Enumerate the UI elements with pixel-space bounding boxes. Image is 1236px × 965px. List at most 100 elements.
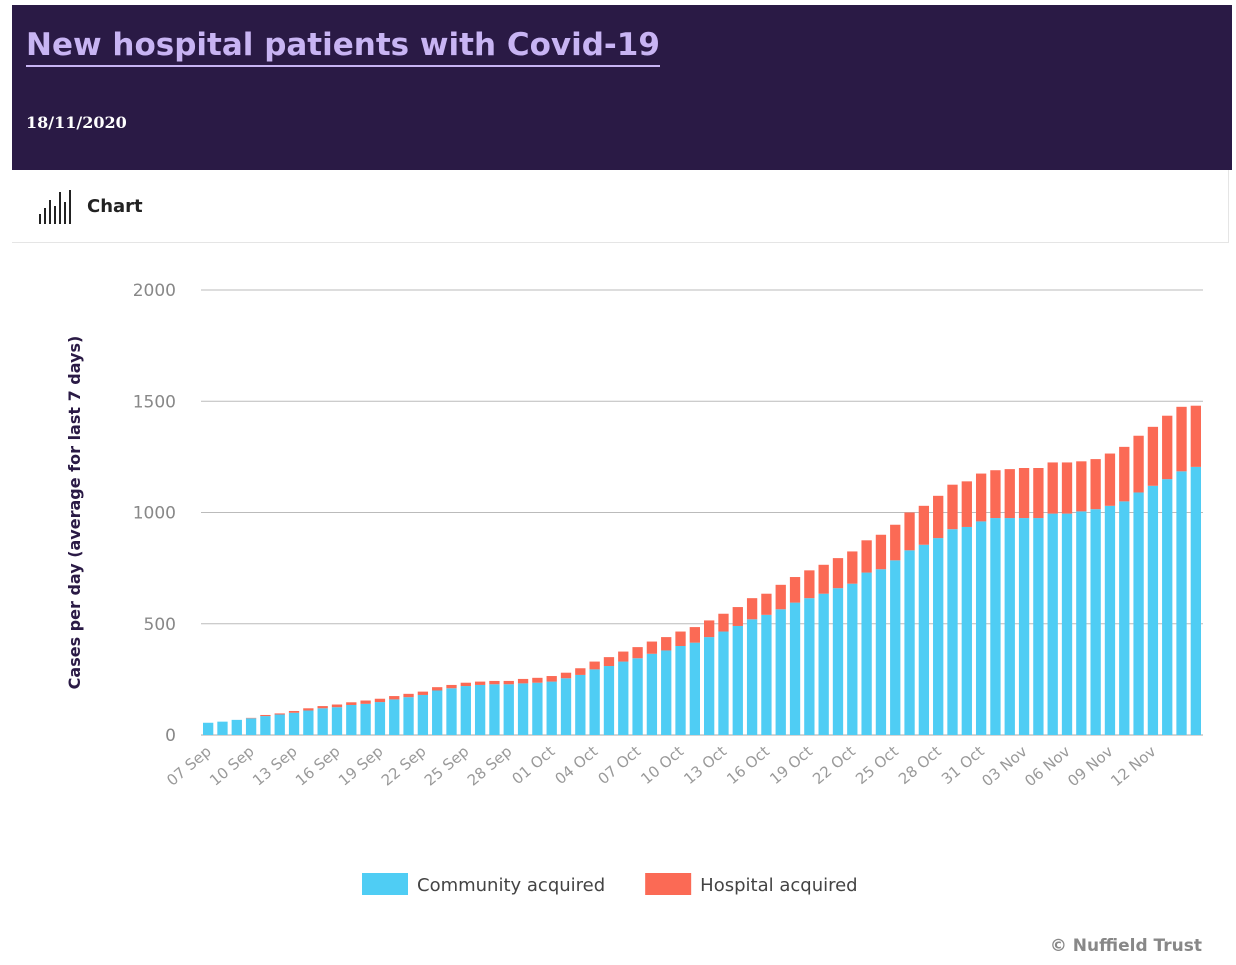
bar-segment (1133, 492, 1144, 735)
bar-segment (446, 688, 457, 735)
bar-segment (832, 558, 844, 589)
bar-segment (1090, 459, 1101, 510)
bar-segment (847, 583, 858, 735)
bar-segment (603, 657, 615, 667)
page-title[interactable]: New hospital patients with Covid-19 (26, 27, 660, 67)
bar-segment (1076, 461, 1087, 512)
x-tick-label: 16 Oct (723, 742, 773, 788)
bar-segment (346, 702, 357, 705)
bar-segment (718, 613, 729, 632)
bar-segment (689, 627, 700, 643)
bar-segment (832, 588, 844, 735)
x-tick-label: 31 Oct (938, 742, 988, 788)
bar-segment (1119, 446, 1130, 502)
bar-segment (560, 678, 572, 735)
bar-segment (460, 682, 471, 687)
bar-segment (789, 602, 801, 735)
bar-segment (503, 684, 514, 735)
bar-segment (546, 676, 557, 682)
bar-segment (603, 666, 615, 735)
bar-segment (575, 668, 586, 675)
bar-segment (1076, 511, 1087, 735)
x-tick-label: 19 Sep (335, 742, 387, 789)
x-tick-label: 22 Sep (378, 742, 430, 789)
bar-segment (317, 708, 328, 735)
bar-segment (990, 518, 1001, 735)
bar-segment (474, 681, 486, 685)
bar-segment (331, 704, 343, 708)
bar-segment (1018, 468, 1030, 519)
bar-segment (789, 577, 801, 603)
bar-segment (618, 651, 629, 662)
legend-swatch (645, 873, 692, 895)
bar-segment (661, 650, 672, 735)
x-tick-label: 10 Sep (206, 742, 258, 789)
bar-segment (489, 680, 500, 685)
bar-segment (260, 716, 271, 735)
bar-segment (890, 524, 901, 561)
bar-segment (632, 658, 643, 735)
bar-segment (446, 684, 457, 689)
bar-segment (1176, 471, 1187, 735)
tab-label[interactable]: Chart (87, 196, 143, 217)
bar-segment (718, 631, 729, 735)
x-tick-label: 28 Sep (464, 742, 516, 789)
bar-segment (389, 696, 400, 700)
credit: © Nuffield Trust (1050, 936, 1202, 956)
x-tick-label: 06 Nov (1021, 742, 1073, 790)
bar-segment (875, 534, 887, 570)
bar-segment (1047, 462, 1058, 514)
bar-segment (933, 538, 944, 735)
bar-segment (1104, 505, 1116, 735)
bar-segment (689, 642, 700, 735)
x-tick-label: 03 Nov (978, 742, 1030, 790)
bar-segment (1133, 435, 1144, 493)
bar-segment (775, 584, 786, 610)
x-tick-label: 22 Oct (809, 742, 859, 788)
bar-segment (704, 620, 715, 638)
bar-segment (303, 708, 314, 711)
y-tick-label: 2000 (133, 281, 176, 301)
bar-segment (975, 521, 987, 735)
bar-segment (589, 661, 600, 670)
x-tick-label: 07 Oct (594, 742, 644, 788)
x-tick-label: 25 Sep (421, 742, 473, 789)
header: New hospital patients with Covid-19 18/1… (12, 5, 1232, 170)
bar-segment (374, 698, 386, 703)
legend-swatch (362, 873, 408, 895)
y-axis-label: Cases per day (average for last 7 days) (65, 336, 84, 690)
tab-bar: Chart (12, 170, 1229, 243)
bar-segment (675, 646, 686, 735)
x-tick-label: 25 Oct (852, 742, 902, 788)
bar-segment (1190, 405, 1201, 467)
x-tick-label: 13 Oct (680, 742, 730, 788)
bar-segment (1033, 468, 1044, 519)
x-tick-label: 28 Oct (895, 742, 945, 788)
bar-segment (203, 722, 214, 735)
bar-segment (618, 661, 629, 735)
bar-segment (1047, 513, 1058, 735)
bar-segment (904, 550, 915, 735)
bar-segment (575, 674, 586, 735)
bar-segment (632, 647, 643, 659)
bar-segment (288, 710, 300, 713)
bar-segment (1190, 466, 1201, 735)
bar-segment (646, 641, 658, 654)
bar-segment (675, 631, 686, 646)
bar-segment (990, 470, 1001, 519)
bar-segment (589, 669, 600, 735)
x-tick-label: 10 Oct (637, 742, 687, 788)
bar-segment (1147, 485, 1159, 735)
bar-segment (303, 710, 314, 735)
bar-segment (503, 680, 514, 685)
y-tick-label: 1000 (133, 504, 176, 524)
x-tick-label: 09 Nov (1064, 742, 1116, 790)
bar-segment (1018, 518, 1030, 735)
bar-segment (804, 598, 815, 735)
bar-segment (732, 607, 743, 626)
y-tick-label: 1500 (133, 392, 176, 412)
bar-segment (961, 481, 972, 527)
bar-segment (661, 637, 672, 651)
bar-segment (274, 713, 285, 715)
bar-segment (1176, 406, 1187, 472)
